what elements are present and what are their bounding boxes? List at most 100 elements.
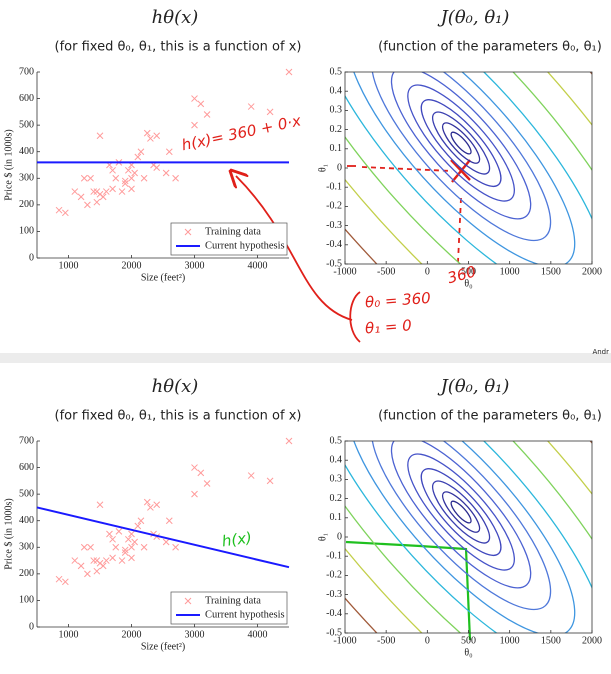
data-point [115,527,123,535]
y-tick-label: 500 [19,488,34,499]
contour-line [345,72,592,264]
contour-line [345,441,592,633]
data-point [247,472,255,479]
y-tick-label: 0.2 [330,124,343,135]
data-point [121,177,129,185]
data-point [143,129,151,137]
data-point [128,185,135,193]
y-tick-label: 0 [337,531,342,542]
y-tick-label: 0.5 [330,66,343,77]
legend-label: Training data [205,226,261,237]
x-tick-label: 1000 [59,629,79,640]
data-point [191,121,198,129]
legend-box [170,591,288,625]
data-point [96,501,104,509]
data-point [197,100,205,108]
data-point [124,535,132,543]
data-point [90,557,98,564]
data-point [55,575,63,583]
data-point [93,567,101,575]
chart-title: J(θ₀, θ₁) [437,376,510,397]
handwritten-annotation: h(x) [221,528,253,550]
x-tick-label: 0 [425,635,430,646]
contour-line [345,441,592,633]
slide-divider [0,353,611,363]
data-point [109,535,116,543]
data-point [102,188,110,195]
y-tick-label: -0.4 [326,608,342,619]
data-point [131,169,139,177]
data-point [197,469,205,477]
contour-line [420,99,502,187]
contour-line [346,441,576,633]
contour-line [390,72,532,220]
data-point [140,174,148,182]
legend-label: Current hypothesis [205,609,285,620]
contour-line [432,480,491,544]
data-point [118,188,126,195]
data-point [102,557,110,564]
x-tick-label: 0 [425,266,430,277]
x-tick-label: 1000 [500,266,520,277]
y-tick-label: 0.4 [330,454,343,465]
plot: -1000 -500 0 500 1000 1500 2000 -0.5 -0.4 -0.3 -0.… [317,66,602,289]
data-point [134,153,142,161]
x-tick-label: 1000 [59,260,79,271]
handwritten-marks [345,540,472,641]
data-point [128,554,135,562]
x-tick-label: 2000 [122,260,142,271]
data-point [87,543,94,551]
x-tick-label: 4000 [248,629,268,640]
x-tick-label: 3000 [185,629,205,640]
data-point [172,543,179,551]
hypothesis-line [36,506,290,569]
data-point [99,562,107,570]
plot: 1000 2000 3000 4000 0 100 200 300 400 500 600 700 Si… [3,66,293,283]
y-tick-label: 200 [19,568,34,579]
contour-line [441,122,481,164]
data-point [191,95,198,102]
data-point [99,193,107,201]
y-tick-label: -0.1 [326,550,342,561]
data-point [55,206,63,214]
data-point [93,198,101,206]
y-tick-label: 600 [19,462,34,473]
y-tick-label: -0.2 [326,570,342,581]
data-point [61,209,69,217]
data-point [109,554,116,562]
x-tick-label: -1000 [333,266,356,277]
x-axis-label: θ₀ [464,278,473,289]
y-tick-label: -0.2 [326,201,342,212]
data-point [87,174,94,182]
contour-line [370,72,552,242]
contour-line [450,131,472,155]
y-tick-label: 0 [337,162,342,173]
data-point [153,132,161,140]
y-tick-label: -0.5 [326,258,342,269]
y-tick-label: 300 [19,173,34,184]
x-axis-label: θ₀ [464,647,473,658]
data-point [80,174,88,182]
legend-label: Current hypothesis [205,240,285,251]
data-point [109,185,116,193]
data-point [128,543,135,551]
y-axis-label: θ₁ [317,533,328,541]
data-point [109,166,116,174]
data-point [131,538,139,546]
data-point [247,103,255,110]
data-point [165,148,173,156]
contour-line [370,441,552,611]
x-tick-label: 2000 [582,266,602,277]
legend-box [170,222,288,256]
data-point [153,501,161,509]
contour-lines [345,72,592,264]
y-axis-label: Price $ (in 1000s) [3,129,14,200]
contour-line [450,500,472,524]
contour-line [345,441,592,633]
plot: -1000 -500 0 500 1000 1500 2000 -0.5 -0.4 -0.3 -0.… [317,435,602,658]
contour-line [345,72,592,264]
x-tick-label: 3000 [185,260,205,271]
y-tick-label: -0.1 [326,181,342,192]
data-point [84,201,91,209]
